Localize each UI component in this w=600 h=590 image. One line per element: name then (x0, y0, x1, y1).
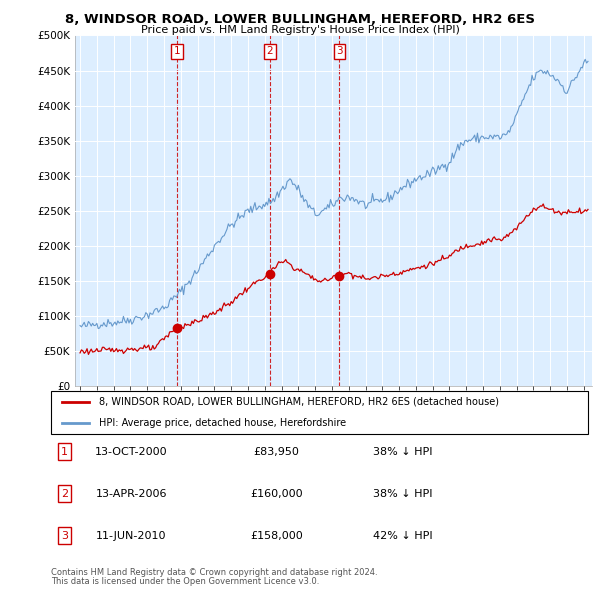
Text: This data is licensed under the Open Government Licence v3.0.: This data is licensed under the Open Gov… (51, 577, 319, 586)
Text: 38% ↓ HPI: 38% ↓ HPI (373, 489, 433, 499)
Text: 42% ↓ HPI: 42% ↓ HPI (373, 530, 433, 540)
Text: £83,950: £83,950 (254, 447, 299, 457)
Text: 13-APR-2006: 13-APR-2006 (96, 489, 167, 499)
Text: 8, WINDSOR ROAD, LOWER BULLINGHAM, HEREFORD, HR2 6ES: 8, WINDSOR ROAD, LOWER BULLINGHAM, HEREF… (65, 13, 535, 26)
Text: £160,000: £160,000 (250, 489, 303, 499)
Text: Contains HM Land Registry data © Crown copyright and database right 2024.: Contains HM Land Registry data © Crown c… (51, 568, 377, 576)
Text: 3: 3 (336, 46, 343, 56)
Text: 38% ↓ HPI: 38% ↓ HPI (373, 447, 433, 457)
Text: Price paid vs. HM Land Registry's House Price Index (HPI): Price paid vs. HM Land Registry's House … (140, 25, 460, 35)
Text: 2: 2 (61, 489, 68, 499)
Text: 3: 3 (61, 530, 68, 540)
Text: 8, WINDSOR ROAD, LOWER BULLINGHAM, HEREFORD, HR2 6ES (detached house): 8, WINDSOR ROAD, LOWER BULLINGHAM, HEREF… (100, 397, 499, 407)
Text: £158,000: £158,000 (250, 530, 303, 540)
FancyBboxPatch shape (51, 391, 588, 434)
Text: 1: 1 (174, 46, 181, 56)
Text: 2: 2 (266, 46, 273, 56)
Text: 13-OCT-2000: 13-OCT-2000 (95, 447, 168, 457)
Text: HPI: Average price, detached house, Herefordshire: HPI: Average price, detached house, Here… (100, 418, 346, 428)
Text: 11-JUN-2010: 11-JUN-2010 (97, 530, 167, 540)
Text: 1: 1 (61, 447, 68, 457)
